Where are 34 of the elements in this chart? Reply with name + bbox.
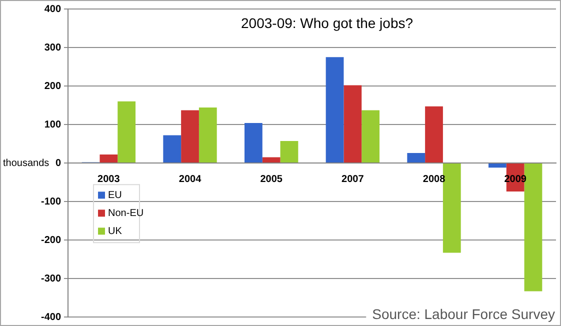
legend-label: UK [108, 226, 122, 237]
bar [362, 110, 380, 162]
y-tick-label: 400 [44, 4, 62, 15]
x-tick-label: 2007 [342, 174, 364, 185]
bar [198, 108, 217, 162]
bar [326, 57, 344, 162]
bar [488, 164, 506, 168]
bar [118, 101, 136, 162]
y-tick-label: -400 [41, 312, 62, 323]
y-tick-label: 200 [44, 80, 62, 92]
bar [181, 110, 199, 162]
annotation: Source: Labour Force Survey [372, 306, 555, 322]
bar [100, 154, 118, 162]
legend-label: EU [108, 190, 122, 201]
y-axis-title: thousands [3, 158, 50, 169]
bar [244, 122, 262, 162]
bar [407, 152, 426, 162]
y-tick-label: -100 [41, 196, 62, 208]
y-tick-label: 100 [44, 119, 62, 130]
x-tick-label: 2005 [260, 174, 283, 185]
bar [262, 157, 280, 162]
chart-title: 2003-09: Who got the jobs? [241, 14, 414, 31]
y-tick-label: -200 [41, 234, 62, 246]
x-tick-label: 2004 [178, 174, 202, 185]
y-tick-label: -300 [41, 273, 62, 284]
bar [524, 164, 542, 292]
bar [280, 141, 298, 162]
bar [425, 106, 443, 162]
bar [163, 135, 182, 162]
y-tick-label: 300 [44, 42, 62, 54]
bar [344, 85, 362, 162]
y-tick-label: 0 [55, 158, 62, 169]
x-tick-label: 2003 [98, 174, 120, 185]
legend-label: Non-EU [108, 208, 144, 219]
